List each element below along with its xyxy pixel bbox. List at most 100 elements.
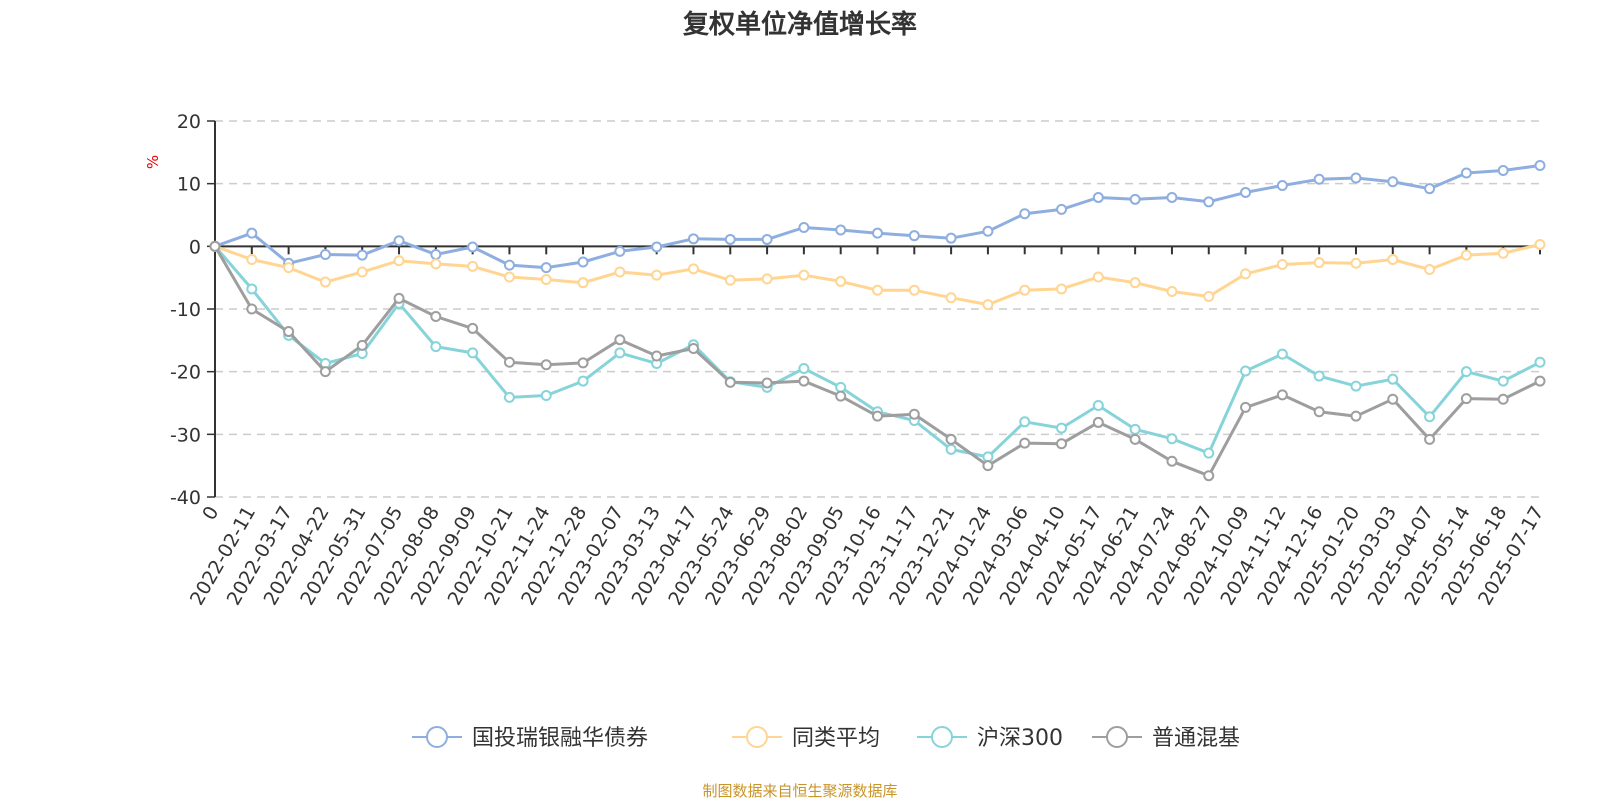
data-point [1240, 365, 1252, 377]
data-point [577, 277, 589, 289]
series-line-4 [213, 245, 1541, 478]
data-point [798, 375, 810, 387]
data-point [1092, 191, 1104, 203]
data-point [393, 255, 405, 267]
data-point [1056, 438, 1068, 450]
data-point [1166, 191, 1178, 203]
data-point [1092, 416, 1104, 428]
y-tick-label: 10 [177, 174, 201, 196]
data-point [319, 248, 331, 260]
data-point [835, 275, 847, 287]
data-point [503, 259, 515, 271]
y-tick-label: -30 [170, 424, 201, 446]
y-tick-label: -20 [170, 362, 201, 384]
data-point [945, 232, 957, 244]
data-point [393, 235, 405, 247]
data-point [1203, 290, 1215, 302]
data-point [319, 366, 331, 378]
legend-item-label: 普通混基 [1152, 726, 1240, 751]
data-point [614, 266, 626, 278]
data-point [1056, 283, 1068, 295]
data-point [1350, 410, 1362, 422]
data-point [798, 222, 810, 234]
data-point [246, 253, 258, 265]
data-point [1056, 422, 1068, 434]
data-point [982, 299, 994, 311]
data-point [430, 258, 442, 270]
data-point [1497, 165, 1509, 177]
data-point [651, 241, 663, 253]
data-point [1534, 375, 1546, 387]
data-point [356, 266, 368, 278]
data-point [945, 443, 957, 455]
data-point [1313, 406, 1325, 418]
data-point [246, 227, 258, 239]
data-point [319, 276, 331, 288]
data-point [835, 381, 847, 393]
data-point [503, 356, 515, 368]
data-point [283, 262, 295, 274]
data-point [1350, 172, 1362, 184]
data-point [356, 249, 368, 261]
data-point [761, 273, 773, 285]
legend-marker-icon [1106, 726, 1128, 748]
data-point [1497, 247, 1509, 259]
legend-marker-icon [426, 726, 448, 748]
data-point [1240, 401, 1252, 413]
data-point [798, 269, 810, 281]
data-point [1460, 366, 1472, 378]
data-point [283, 326, 295, 338]
data-point [1424, 183, 1436, 195]
data-point [614, 347, 626, 359]
x-tick-label: 0 [198, 503, 223, 524]
data-point [1203, 196, 1215, 208]
data-point [724, 274, 736, 286]
data-point [1534, 356, 1546, 368]
data-point [945, 292, 957, 304]
data-point [1166, 455, 1178, 467]
y-tick-label: 20 [177, 111, 201, 133]
data-point [1092, 400, 1104, 412]
data-point [1350, 257, 1362, 269]
data-point [1166, 433, 1178, 445]
data-point [503, 391, 515, 403]
data-point [430, 311, 442, 323]
data-point [540, 262, 552, 274]
data-point [1203, 470, 1215, 482]
data-point [430, 341, 442, 353]
data-point [651, 350, 663, 362]
data-point [872, 410, 883, 422]
data-point [1276, 348, 1288, 360]
data-point [1387, 393, 1399, 405]
data-point [467, 260, 479, 272]
data-point [908, 230, 920, 242]
data-point [1497, 375, 1509, 387]
data-point [356, 339, 368, 351]
data-point [1129, 277, 1141, 289]
data-point [908, 408, 920, 420]
data-source-note: 制图数据来自恒生聚源数据库 [702, 782, 898, 800]
data-point [1129, 423, 1141, 435]
data-point [1166, 285, 1178, 297]
data-point [724, 233, 736, 245]
data-point [503, 271, 515, 283]
data-point [872, 227, 883, 239]
data-point [982, 225, 994, 237]
data-point [724, 376, 736, 388]
data-point [1387, 253, 1399, 265]
data-point [1460, 167, 1472, 179]
data-point [614, 334, 626, 346]
legend-marker-icon [931, 726, 953, 748]
data-point [835, 390, 847, 402]
data-point [1092, 271, 1104, 283]
legend-item-label: 沪深300 [977, 726, 1063, 751]
data-point [1534, 238, 1546, 250]
data-point [1276, 180, 1288, 192]
data-point [651, 269, 663, 281]
data-point [1460, 249, 1472, 261]
y-tick-label: 0 [189, 236, 201, 258]
data-point [430, 248, 442, 260]
y-tick-label: -10 [170, 299, 201, 321]
data-point [577, 375, 589, 387]
data-point [761, 233, 773, 245]
